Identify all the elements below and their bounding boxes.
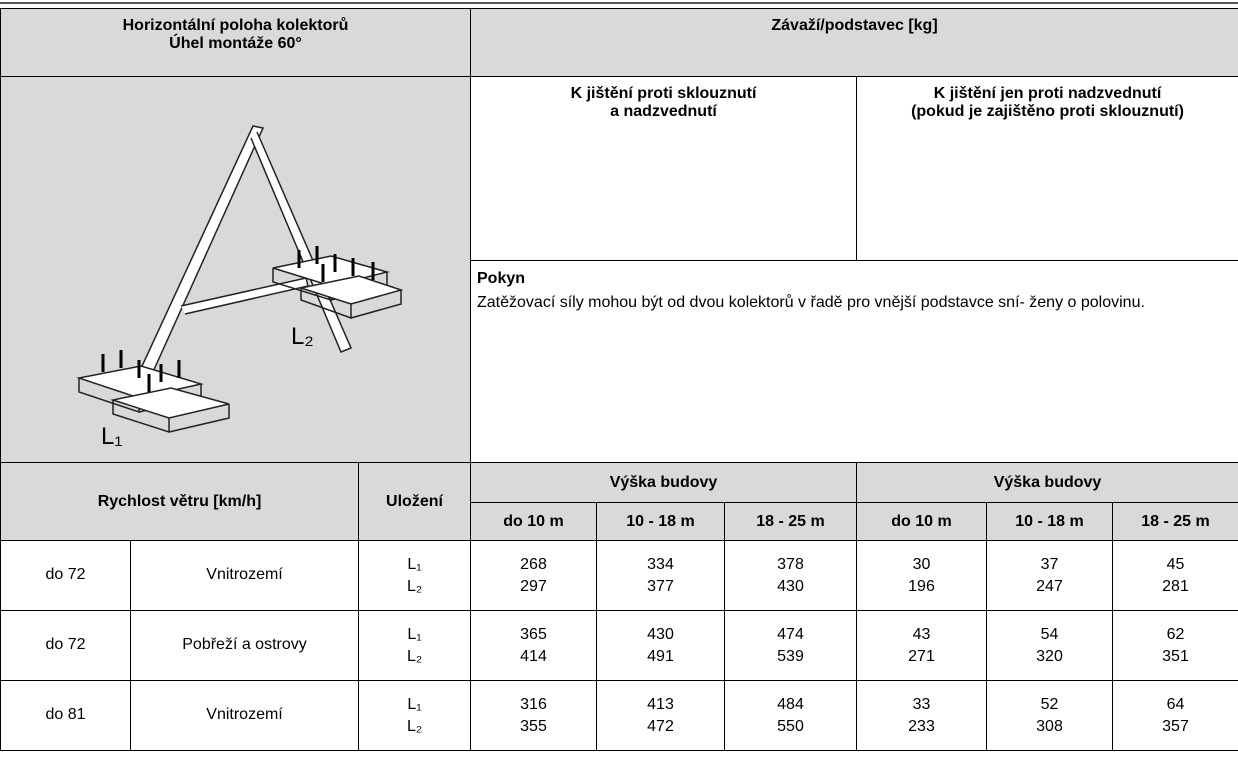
weight-value: 308 (986, 715, 1113, 751)
weight-value: 484 (724, 680, 857, 716)
weight-value: 54 (986, 610, 1113, 646)
placement: L₂ (358, 645, 471, 681)
weight-value: 320 (986, 645, 1113, 681)
weight-value: 550 (724, 715, 857, 751)
title-line: Úhel montáže 60° (169, 35, 302, 52)
weight-value: 430 (596, 610, 725, 646)
weight-value: 233 (856, 715, 987, 751)
left-title: Horizontální poloha kolektorů Úhel montáž… (0, 8, 471, 77)
weight-value: 316 (470, 680, 597, 716)
weight-value: 196 (856, 575, 987, 611)
weight-value: 45 (1111, 540, 1238, 576)
weight-value: 539 (724, 645, 857, 681)
group-header: Výška budovy (470, 462, 857, 503)
placement: L₂ (358, 715, 471, 751)
region: Pobřeží a ostrovy (130, 610, 359, 681)
weight-value: 365 (470, 610, 597, 646)
weight-value: 430 (724, 575, 857, 611)
weight-value: 474 (724, 610, 857, 646)
lift-header: K jištění jen proti nadzvednutí (pokud je… (855, 76, 1238, 261)
region: Vnitrozemí (130, 540, 359, 611)
wind-header: Rychlost větru [km/h] (0, 462, 359, 541)
weight-value: 30 (856, 540, 987, 576)
weight-value: 491 (596, 645, 725, 681)
weight-value: 413 (596, 680, 725, 716)
weight-value: 281 (1111, 575, 1238, 611)
weight-value: 334 (596, 540, 725, 576)
figure-label: L₂ (291, 323, 314, 350)
header-line: a nadzvednutí (610, 103, 717, 120)
weight-value: 43 (856, 610, 987, 646)
weight-value: 472 (596, 715, 725, 751)
weight-value: 247 (986, 575, 1113, 611)
height-header: 18 - 25 m (1111, 502, 1238, 541)
header-line: (pokud je zajištěno proti sklouznutí) (911, 103, 1184, 120)
top-rule (0, 2, 1238, 4)
figure-label: L₁ (101, 423, 122, 450)
weight-value: 64 (1111, 680, 1238, 716)
placement: L₂ (358, 575, 471, 611)
table-row: do 72 Vnitrozemí L₁ 268 334 378 30 37 45 (0, 540, 1238, 611)
table-row: do 81 Vnitrozemí L₁ 316 413 484 33 52 64 (0, 680, 1238, 751)
weight-value: 268 (470, 540, 597, 576)
height-header: 10 - 18 m (596, 502, 725, 541)
height-header: 18 - 25 m (724, 502, 857, 541)
weight-value: 62 (1111, 610, 1238, 646)
weight-value: 52 (986, 680, 1113, 716)
placement: L₁ (358, 610, 471, 646)
weight-value: 351 (1111, 645, 1238, 681)
weights-table: Horizontální poloha kolektorů Úhel montáž… (0, 8, 1238, 751)
weight-value: 357 (1111, 715, 1238, 751)
height-header: 10 - 18 m (986, 502, 1113, 541)
frame-figure: L₁ L₂ (76, 124, 404, 450)
wind-speed: do 81 (0, 680, 131, 751)
height-header: do 10 m (856, 502, 987, 541)
placement: L₁ (358, 540, 471, 576)
slide-header: K jištění proti sklouznutí a nadzvednutí (470, 76, 857, 261)
wind-speed: do 72 (0, 610, 131, 681)
table-row: L₂ 297 377 430 196 247 281 (1, 575, 1238, 611)
header-line: K jištění proti sklouznutí (570, 85, 757, 102)
table-row: L₂ 414 491 539 271 320 351 (1, 645, 1238, 681)
header-line: K jištění jen proti nadzvednutí (933, 85, 1162, 102)
weight-value: 355 (470, 715, 597, 751)
height-header: do 10 m (470, 502, 597, 541)
figure-cell: L₁ L₂ (0, 76, 471, 463)
right-title: Závaží/podstavec [kg] (469, 8, 1238, 77)
table-row: L₂ 355 472 550 233 308 357 (1, 715, 1238, 751)
weight-value: 33 (856, 680, 987, 716)
weight-value: 377 (596, 575, 725, 611)
group-header: Výška budovy (855, 462, 1238, 503)
placement-header: Uložení (358, 462, 471, 541)
weight-value: 297 (470, 575, 597, 611)
title-line: Horizontální poloha kolektorů (122, 17, 349, 34)
region: Vnitrozemí (130, 680, 359, 751)
table-row: do 72 Pobřeží a ostrovy L₁ 365 430 474 43 54 62 (0, 610, 1238, 681)
note-text: Zatěžovací síly mohou být od dvou kolekt… (477, 294, 1145, 311)
weight-value: 414 (470, 645, 597, 681)
weight-value: 271 (856, 645, 987, 681)
placement: L₁ (358, 680, 471, 716)
weight-value: 378 (724, 540, 857, 576)
wind-speed: do 72 (0, 540, 131, 611)
note-title: Pokyn (477, 270, 526, 287)
note: Pokyn Zatěžovací síly mohou být od dvou k… (469, 260, 1238, 463)
weight-value: 37 (986, 540, 1113, 576)
